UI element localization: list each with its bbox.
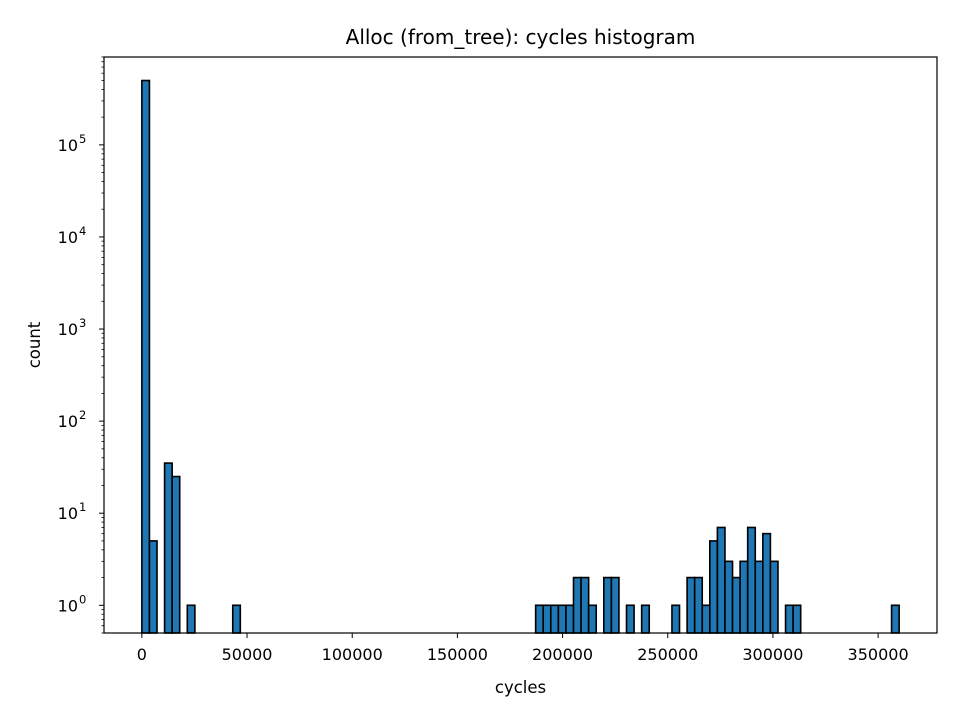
histogram-bar: [746, 526, 757, 634]
chart-title: Alloc (from_tree): cycles histogram: [346, 25, 696, 49]
histogram-bar: [557, 604, 567, 634]
histogram-bar: [671, 604, 681, 634]
y-tick-exponent: 5: [79, 132, 86, 146]
histogram-bar: [186, 604, 196, 634]
histogram-bar: [731, 576, 741, 634]
histogram-bar: [754, 560, 764, 634]
histogram-bar: [701, 604, 711, 634]
histogram-bar: [602, 576, 613, 634]
y-tick-label: 10: [58, 228, 78, 247]
x-tick-label: 50000: [222, 645, 273, 664]
histogram-bar: [709, 540, 719, 634]
histogram-bar: [572, 576, 582, 634]
histogram-bar: [724, 560, 734, 634]
x-tick-label: 250000: [637, 645, 698, 664]
y-tick-exponent: 1: [79, 500, 86, 514]
x-axis-label: cycles: [495, 678, 546, 697]
histogram-bar: [141, 79, 151, 634]
y-tick-label: 10: [58, 504, 78, 523]
y-tick-exponent: 0: [79, 592, 86, 606]
plot-frame: [103, 56, 938, 634]
histogram-bar: [534, 604, 545, 634]
y-tick-label: 10: [58, 136, 78, 155]
x-tick-label: 150000: [427, 645, 488, 664]
x-axis-ticks: 0 50000 100000 150000 200000 250000 300000 3500…: [137, 633, 909, 664]
histogram-bar: [769, 560, 779, 634]
x-tick-label: 100000: [322, 645, 383, 664]
histogram-bar: [580, 576, 590, 634]
x-tick-label: 350000: [848, 645, 909, 664]
y-tick-label: 10: [58, 320, 78, 339]
y-tick-exponent: 4: [79, 224, 86, 238]
histogram-bar: [640, 604, 651, 634]
histogram-bar: [542, 604, 552, 634]
histogram-bar: [610, 576, 620, 634]
histogram-bar: [231, 604, 242, 634]
histogram-bar: [739, 560, 749, 634]
histogram-bar: [686, 576, 696, 634]
histogram-bar: [792, 604, 802, 634]
histogram-bar: [163, 462, 173, 634]
y-tick-label: 10: [58, 596, 78, 615]
y-tick-label: 10: [58, 412, 78, 431]
y-axis-label: count: [25, 321, 44, 368]
histogram-bar: [890, 604, 900, 634]
x-tick-label: 200000: [532, 645, 593, 664]
y-tick-exponent: 3: [79, 316, 86, 330]
histogram-bar: [565, 604, 575, 634]
x-tick-label: 0: [137, 645, 147, 664]
histogram-bar: [625, 604, 635, 634]
histogram-bar: [171, 475, 181, 634]
histogram-bar: [148, 540, 158, 634]
histogram-bar: [762, 532, 772, 634]
histogram-bar: [693, 576, 704, 634]
x-tick-label: 300000: [742, 645, 803, 664]
histogram-bar: [784, 604, 794, 634]
histogram-bar: [587, 604, 598, 634]
histogram-bar: [549, 604, 560, 634]
histogram-bar: [716, 526, 726, 634]
y-tick-exponent: 2: [79, 408, 86, 422]
